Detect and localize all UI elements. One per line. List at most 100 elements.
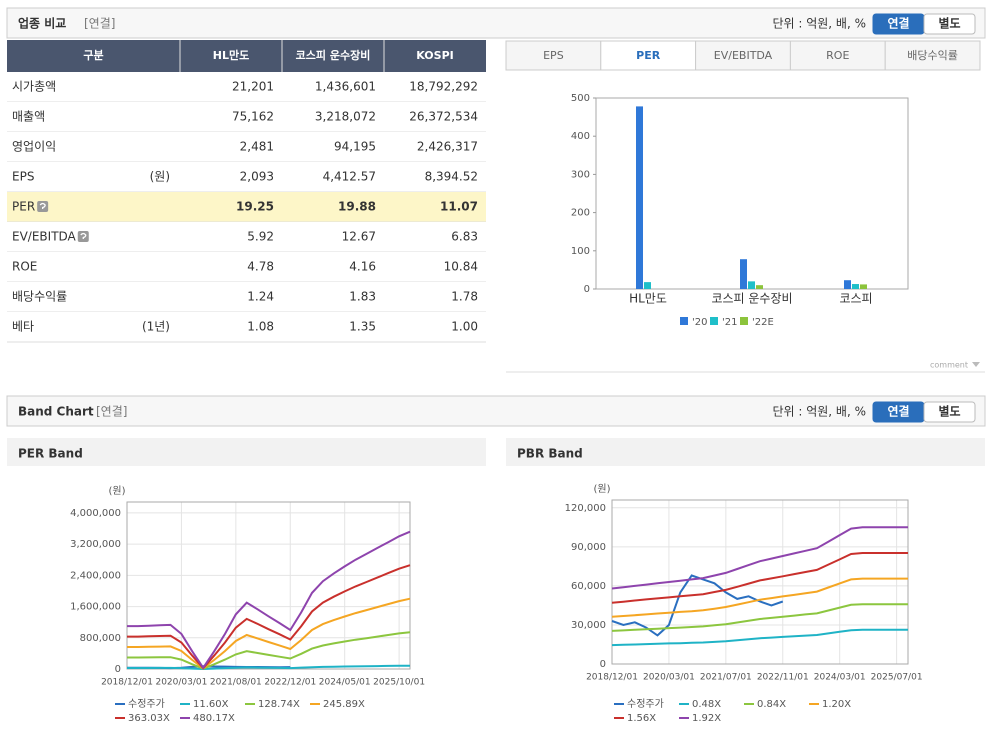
legend-label: '22E xyxy=(752,317,774,328)
y-tick-label: 100 xyxy=(571,246,590,257)
bar xyxy=(644,282,651,289)
legend-label: 363.03X xyxy=(128,713,170,724)
table-cell: 1.78 xyxy=(451,290,478,304)
toggle-button[interactable] xyxy=(923,401,976,423)
x-tick-label: 2024/05/01 xyxy=(319,678,371,688)
toggle-label[interactable]: 별도 xyxy=(938,16,960,31)
series-line xyxy=(611,603,908,632)
y-axis-label: (원) xyxy=(593,483,610,495)
section-title: 업종 비교 xyxy=(18,16,66,31)
x-tick-label: 코스피 xyxy=(839,292,872,306)
series-line xyxy=(611,628,908,647)
chart-panel xyxy=(506,70,980,358)
row-label: 매출액 xyxy=(12,110,45,124)
table-row xyxy=(7,312,486,342)
row-note: (원) xyxy=(150,170,170,184)
table-row xyxy=(7,72,486,102)
y-tick-label: 0 xyxy=(584,284,590,295)
unit-label: 단위 : 억원, 배, % xyxy=(772,405,866,419)
toggle-label[interactable]: 별도 xyxy=(938,404,960,419)
x-tick-label: 2018/12/01 xyxy=(586,673,638,683)
y-tick-label: 1,600,000 xyxy=(70,602,121,613)
tab[interactable] xyxy=(505,40,602,71)
legend-label: 수정주가 xyxy=(627,698,664,710)
tab[interactable] xyxy=(789,40,886,71)
table-cell: 11.07 xyxy=(440,200,478,214)
legend-label: 0.84X xyxy=(757,699,786,710)
row-label: 영업이익 xyxy=(12,140,56,154)
tab-label[interactable]: ROE xyxy=(826,49,849,62)
table-cell: 18,792,292 xyxy=(409,80,478,94)
x-tick-label: 2022/11/01 xyxy=(757,673,809,683)
tab-label[interactable]: PER xyxy=(636,49,661,62)
table-cell: 1.83 xyxy=(349,290,376,304)
legend-label: 1.56X xyxy=(627,713,656,724)
x-tick-label: 2025/07/01 xyxy=(871,673,923,683)
table-cell: 2,093 xyxy=(240,170,274,184)
table-cell: 3,218,072 xyxy=(315,110,376,124)
table-cell: 94,195 xyxy=(334,140,376,154)
row-note: (1년) xyxy=(142,320,170,334)
tab-label[interactable]: EPS xyxy=(543,49,564,62)
unit-label: 단위 : 억원, 배, % xyxy=(772,17,866,31)
x-tick-label: 2021/07/01 xyxy=(700,673,752,683)
y-tick-label: 60,000 xyxy=(571,581,606,592)
y-tick-label: 0 xyxy=(600,659,606,670)
section-title: Band Chart xyxy=(18,405,94,419)
table-cell: 1.08 xyxy=(247,320,274,334)
bar xyxy=(844,280,851,289)
plot-frame xyxy=(611,499,909,665)
y-tick-label: 3,200,000 xyxy=(70,539,121,550)
tab-label[interactable]: EV/EBITDA xyxy=(714,49,773,62)
series-line xyxy=(611,577,908,618)
comment-arrow xyxy=(972,362,980,367)
tab[interactable] xyxy=(695,40,791,71)
toggle-label[interactable]: 연결 xyxy=(887,404,909,419)
legend-label: 11.60X xyxy=(193,699,229,710)
y-tick-label: 200 xyxy=(571,208,590,219)
column-header: HL만도 xyxy=(213,48,249,62)
toggle-button[interactable] xyxy=(923,13,976,35)
toggle-label[interactable]: 연결 xyxy=(887,16,909,31)
bar xyxy=(740,259,747,289)
help-icon-glyph xyxy=(39,202,46,209)
table-cell: 10.84 xyxy=(444,260,478,274)
comment-link[interactable]: comment xyxy=(930,361,968,370)
help-icon[interactable] xyxy=(77,231,89,242)
table-cell: 5.92 xyxy=(247,230,274,244)
table-cell: 1.00 xyxy=(451,320,478,334)
legend-swatch xyxy=(740,317,748,325)
y-tick-label: 0 xyxy=(115,664,121,675)
help-icon-glyph xyxy=(80,232,87,239)
x-tick-label: 2018/12/01 xyxy=(101,678,153,688)
series-line xyxy=(127,530,411,670)
table-cell: 8,394.52 xyxy=(425,170,478,184)
table-cell: 2,426,317 xyxy=(417,140,478,154)
bar xyxy=(636,106,643,290)
column-header: 코스피 운수장비 xyxy=(296,48,371,62)
tab[interactable] xyxy=(884,40,981,71)
legend-label: 480.17X xyxy=(193,713,235,724)
y-tick-label: 500 xyxy=(571,93,590,104)
y-tick-label: 90,000 xyxy=(571,542,606,553)
tab-label[interactable]: 배당수익률 xyxy=(907,49,958,62)
row-label: PER xyxy=(12,200,35,214)
legend-label: 1.92X xyxy=(692,713,721,724)
y-tick-label: 300 xyxy=(571,169,590,180)
table-header xyxy=(7,40,486,72)
panel-header xyxy=(506,438,985,466)
legend-label: 수정주가 xyxy=(128,698,165,710)
series-line xyxy=(611,574,784,637)
table-row xyxy=(7,282,486,312)
section-badge: [연결] xyxy=(84,17,115,31)
row-label: ROE xyxy=(12,260,37,274)
table-cell: 21,201 xyxy=(232,80,274,94)
series-line xyxy=(611,526,908,590)
tab[interactable] xyxy=(600,40,697,71)
table-row xyxy=(7,132,486,162)
x-tick-label: 코스피 운수장비 xyxy=(711,292,792,306)
help-icon[interactable] xyxy=(37,201,49,212)
table-cell: 2,481 xyxy=(240,140,274,154)
table-cell: 4.78 xyxy=(247,260,274,274)
section-badge: [연결] xyxy=(96,405,127,419)
